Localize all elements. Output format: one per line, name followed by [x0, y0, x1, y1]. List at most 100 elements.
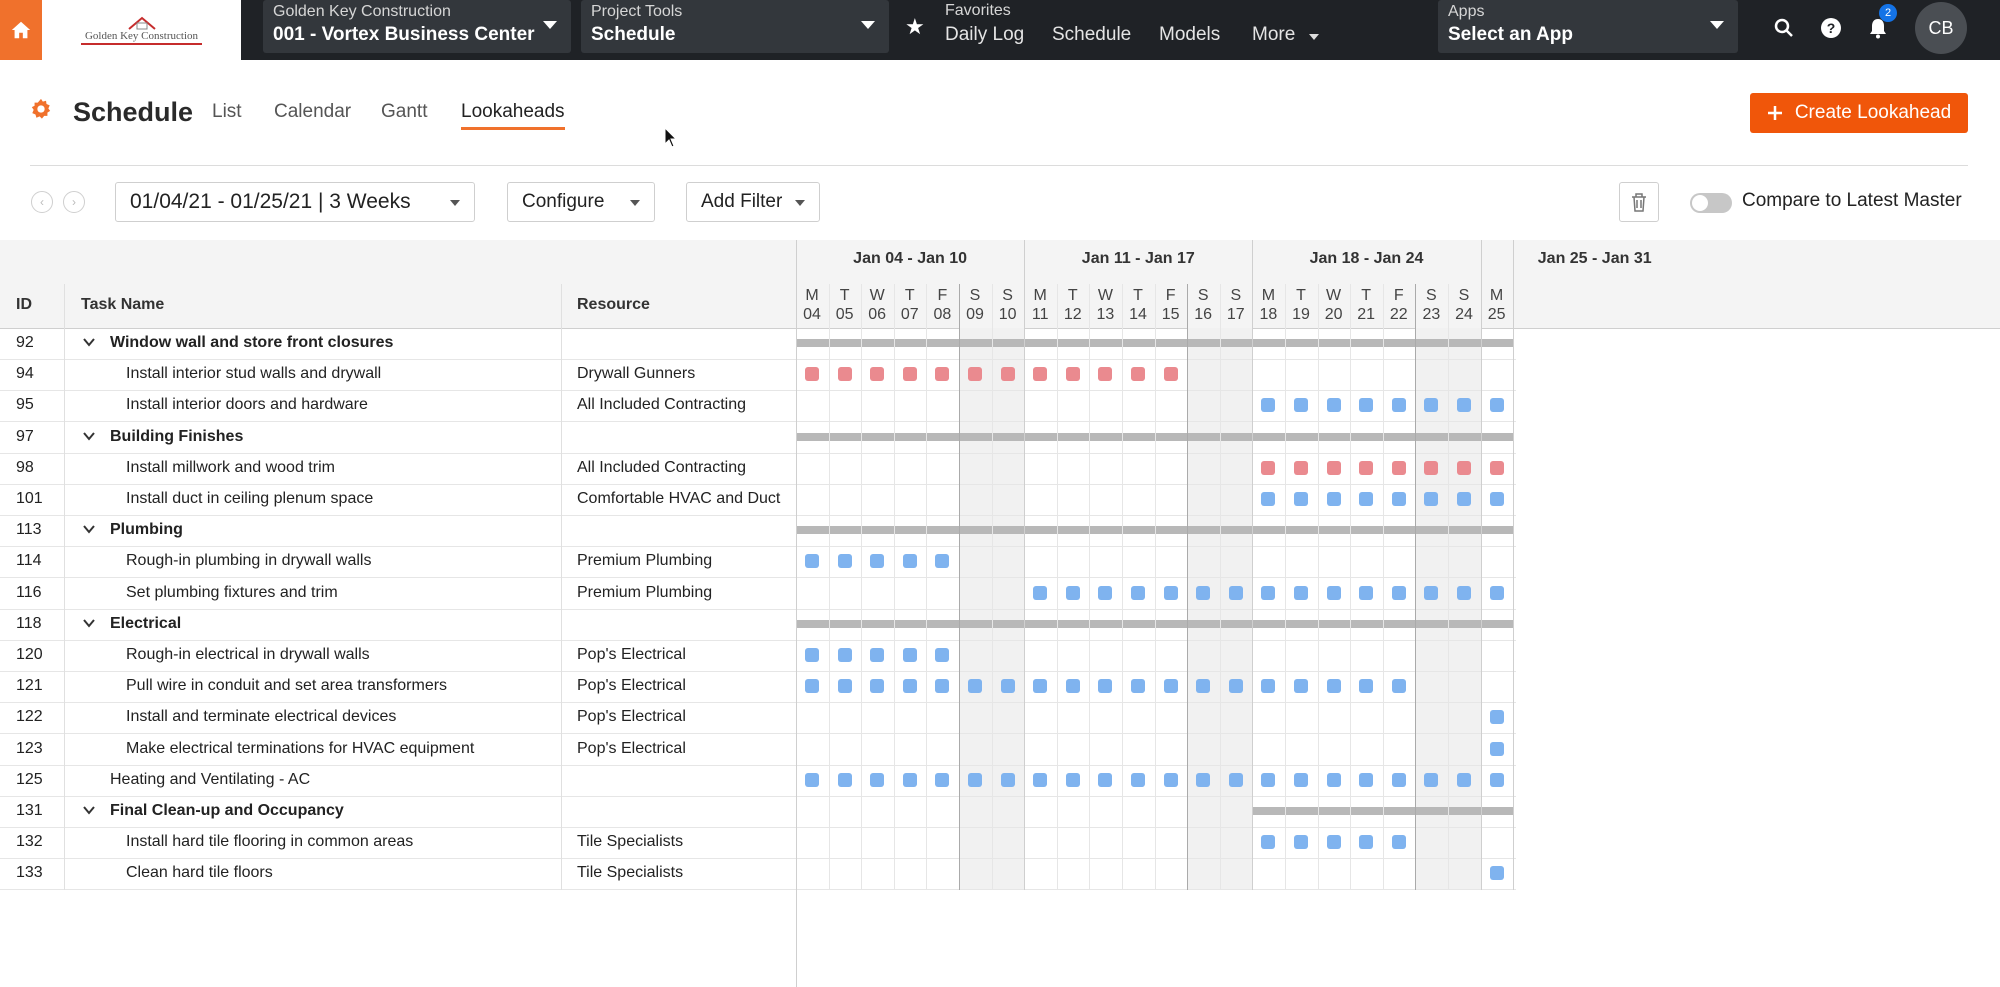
task-day-marker[interactable] — [1391, 772, 1406, 787]
task-day-marker[interactable] — [870, 554, 885, 569]
chevron-down-icon[interactable] — [82, 522, 96, 541]
task-day-marker[interactable] — [968, 772, 982, 787]
search-button[interactable] — [1770, 14, 1798, 42]
task-day-marker[interactable] — [1457, 492, 1471, 506]
task-day-marker[interactable] — [1294, 398, 1308, 413]
task-day-marker[interactable] — [1131, 679, 1145, 694]
favorite-daily-log[interactable]: Daily Log — [945, 24, 1025, 45]
task-day-marker[interactable] — [805, 554, 819, 569]
task-day-marker[interactable] — [1098, 772, 1113, 787]
chevron-down-icon[interactable] — [82, 803, 96, 822]
task-day-marker[interactable] — [1261, 835, 1276, 850]
task-day-marker[interactable] — [1163, 367, 1178, 382]
task-day-marker[interactable] — [1489, 866, 1504, 881]
chevron-down-icon[interactable] — [82, 616, 96, 635]
favorite-schedule[interactable]: Schedule — [1052, 24, 1132, 45]
column-header-id[interactable]: ID — [16, 296, 32, 313]
tab-lookaheads[interactable]: Lookaheads — [461, 101, 565, 130]
task-day-marker[interactable] — [870, 679, 885, 694]
task-day-marker[interactable] — [1000, 679, 1015, 694]
column-header-task-name[interactable]: Task Name — [81, 296, 165, 313]
task-day-marker[interactable] — [837, 367, 852, 382]
task-day-marker[interactable] — [1326, 772, 1341, 787]
table-row[interactable]: 131 Final Clean-up and Occupancy — [0, 796, 1516, 828]
task-day-marker[interactable] — [1261, 585, 1276, 600]
task-day-marker[interactable] — [902, 679, 917, 694]
table-row[interactable]: 132 Install hard tile flooring in common … — [0, 827, 1516, 860]
task-day-marker[interactable] — [837, 772, 852, 787]
task-day-marker[interactable] — [805, 367, 819, 382]
task-day-marker[interactable] — [1489, 772, 1504, 787]
task-day-marker[interactable] — [1294, 772, 1308, 787]
table-row[interactable]: 113 Plumbing — [0, 515, 1516, 548]
task-day-marker[interactable] — [1098, 679, 1113, 694]
task-day-marker[interactable] — [1098, 585, 1113, 600]
task-day-marker[interactable] — [1457, 585, 1471, 600]
task-day-marker[interactable] — [1065, 585, 1080, 600]
table-row[interactable]: 120 Rough-in electrical in drywall walls P… — [0, 640, 1516, 672]
task-day-marker[interactable] — [1294, 460, 1308, 475]
table-row[interactable]: 125 Heating and Ventilating - AC — [0, 765, 1516, 797]
tab-gantt[interactable]: Gantt — [381, 101, 428, 122]
table-row[interactable]: 122 Install and terminate electrical devi… — [0, 702, 1516, 735]
table-row[interactable]: 98 Install millwork and wood trim All Incl… — [0, 453, 1516, 485]
task-day-marker[interactable] — [1359, 772, 1374, 787]
task-day-marker[interactable] — [1489, 460, 1504, 475]
task-day-marker[interactable] — [805, 648, 819, 662]
task-day-marker[interactable] — [1000, 367, 1015, 382]
table-row[interactable]: 133 Clean hard tile floors Tile Specialist… — [0, 858, 1516, 891]
table-row[interactable]: 101 Install duct in ceiling plenum space C… — [0, 484, 1516, 516]
task-day-marker[interactable] — [1098, 367, 1113, 382]
favorite-models[interactable]: Models — [1159, 24, 1221, 45]
task-day-marker[interactable] — [1163, 772, 1178, 787]
column-header-resource[interactable]: Resource — [577, 296, 650, 313]
task-day-marker[interactable] — [1294, 679, 1308, 694]
task-day-marker[interactable] — [1489, 585, 1504, 600]
task-day-marker[interactable] — [1359, 460, 1374, 475]
task-day-marker[interactable] — [902, 772, 917, 787]
task-day-marker[interactable] — [1391, 398, 1406, 413]
task-day-marker[interactable] — [1033, 772, 1048, 787]
tab-list[interactable]: List — [212, 101, 242, 122]
task-day-marker[interactable] — [1196, 679, 1211, 694]
table-row[interactable]: 114 Rough-in plumbing in drywall walls Pre… — [0, 546, 1516, 579]
task-day-marker[interactable] — [1261, 492, 1276, 506]
task-day-marker[interactable] — [1228, 585, 1243, 600]
task-day-marker[interactable] — [968, 679, 982, 694]
task-day-marker[interactable] — [1261, 398, 1276, 413]
task-day-marker[interactable] — [935, 367, 950, 382]
task-day-marker[interactable] — [1294, 585, 1308, 600]
table-row[interactable]: 95 Install interior doors and hardware All… — [0, 390, 1516, 423]
task-day-marker[interactable] — [1326, 679, 1341, 694]
task-day-marker[interactable] — [837, 554, 852, 569]
task-day-marker[interactable] — [1424, 460, 1439, 475]
task-day-marker[interactable] — [805, 772, 819, 787]
help-button[interactable]: ? — [1817, 14, 1845, 42]
task-day-marker[interactable] — [1391, 679, 1406, 694]
task-day-marker[interactable] — [902, 367, 917, 382]
task-day-marker[interactable] — [1131, 367, 1145, 382]
task-day-marker[interactable] — [1131, 772, 1145, 787]
task-day-marker[interactable] — [1065, 772, 1080, 787]
task-day-marker[interactable] — [837, 679, 852, 694]
task-day-marker[interactable] — [935, 679, 950, 694]
task-day-marker[interactable] — [1391, 835, 1406, 850]
task-day-marker[interactable] — [1294, 835, 1308, 850]
table-row[interactable]: 116 Set plumbing fixtures and trim Premium… — [0, 578, 1516, 610]
task-day-marker[interactable] — [870, 648, 885, 662]
next-range-button[interactable]: › — [63, 191, 85, 213]
table-row[interactable]: 118 Electrical — [0, 609, 1516, 641]
table-row[interactable]: 123 Make electrical terminations for HVAC… — [0, 734, 1516, 766]
table-row[interactable]: 97 Building Finishes — [0, 422, 1516, 454]
task-day-marker[interactable] — [1261, 679, 1276, 694]
project-selector[interactable]: Golden Key Construction 001 - Vortex Bus… — [263, 0, 571, 53]
more-menu[interactable]: More — [1252, 24, 1296, 45]
task-day-marker[interactable] — [1359, 398, 1374, 413]
task-day-marker[interactable] — [1489, 710, 1504, 725]
task-day-marker[interactable] — [1326, 585, 1341, 600]
task-day-marker[interactable] — [935, 554, 950, 569]
task-day-marker[interactable] — [1033, 367, 1048, 382]
task-day-marker[interactable] — [1391, 585, 1406, 600]
date-range-dropdown[interactable]: 01/04/21 - 01/25/21 | 3 Weeks — [115, 182, 475, 222]
task-day-marker[interactable] — [1457, 398, 1471, 413]
